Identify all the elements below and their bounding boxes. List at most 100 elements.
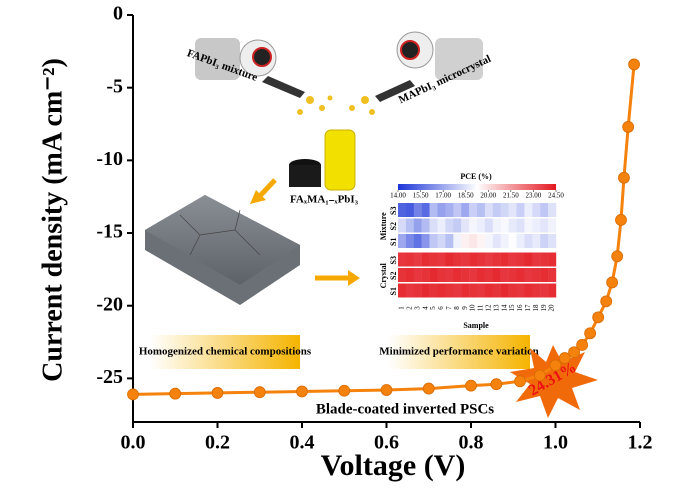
illustration	[145, 31, 530, 369]
heatmap-cell	[484, 283, 493, 298]
heatmap-cell	[437, 283, 446, 298]
heatmap-cell	[453, 218, 462, 233]
heatmap-cell	[524, 268, 533, 282]
heatmap-cell	[532, 218, 541, 233]
heatmap-cell	[398, 218, 407, 233]
marker	[611, 250, 624, 263]
heatmap-cell	[524, 203, 533, 217]
heatmap-cell	[429, 218, 438, 233]
astronaut-visor	[400, 40, 420, 60]
vial	[324, 129, 356, 191]
heatmap-cell	[532, 203, 541, 217]
heatmap-cell	[421, 234, 430, 248]
heatmap-cell	[429, 268, 438, 282]
heatmap-cell	[516, 203, 525, 217]
heatmap-cell	[500, 283, 509, 298]
marker	[615, 214, 627, 226]
marker	[576, 339, 589, 351]
heatmap-cell	[405, 268, 414, 282]
heatmap-cell	[500, 203, 509, 217]
heatmap-cell	[532, 283, 541, 298]
heatmap-cell	[516, 268, 525, 282]
heatmap-cell	[532, 234, 541, 248]
colorbar-tick-label: 21.50	[503, 192, 519, 200]
heatmap-cell	[477, 234, 486, 248]
spray-gun	[375, 80, 415, 102]
marker	[568, 346, 580, 359]
plot: 0.0 0.2 0.4 0.6 0.8 1.0 1.2 0 -5 -10 -15 -20 -25	[96, 3, 652, 454]
heatmap-cell	[548, 283, 557, 298]
marker	[338, 384, 351, 397]
x-tick-label: 1	[398, 306, 406, 310]
y-tick-label: -20	[96, 293, 123, 315]
heatmap-cell	[469, 268, 478, 282]
marker	[622, 121, 635, 133]
heatmap-cell	[492, 252, 501, 267]
x-tick-label: 0.6	[374, 432, 399, 454]
heatmap-cell	[540, 218, 549, 233]
grain	[179, 209, 261, 256]
heatmap-cell	[500, 268, 509, 282]
colorbar-tick-label: 18.50	[458, 192, 474, 200]
x-tick-label: 0.4	[290, 432, 315, 454]
heatmap-cell	[484, 268, 493, 282]
heatmap-cell	[492, 283, 501, 298]
heatmap-cell	[437, 203, 446, 217]
colorbar-tick-label: 20.00	[480, 192, 496, 200]
heatmap-cell	[524, 283, 533, 298]
heatmap-cell	[461, 234, 470, 248]
heatmap-cell	[492, 234, 501, 248]
heatmap-cell	[500, 252, 509, 267]
y-tick-label: -25	[96, 366, 123, 388]
heatmap-cell	[548, 252, 557, 267]
heatmap-cell	[516, 252, 525, 267]
heatmap-cell	[469, 252, 478, 267]
heatmap-cell	[398, 268, 407, 282]
x-tick-label: 2	[405, 306, 413, 310]
heatmap-cell	[461, 203, 470, 217]
heatmap-cell	[445, 234, 454, 248]
heatmap-cell	[469, 283, 478, 298]
marker	[127, 388, 139, 401]
marker	[618, 171, 630, 184]
heatmap-title: PCE (%)	[460, 172, 492, 181]
y-tick-label: -5	[106, 75, 123, 97]
heatmap-cell	[508, 234, 517, 248]
heatmap-cell	[548, 268, 557, 282]
marker	[296, 385, 308, 398]
beaker	[289, 165, 321, 187]
heatmap-cell	[453, 283, 462, 298]
heatmap-cell	[469, 234, 478, 248]
x-tick-label: 20	[548, 304, 556, 312]
heatmap-cell	[540, 203, 549, 217]
film-top	[145, 195, 300, 285]
heatmap-cell	[508, 203, 517, 217]
annotation: Homogenized chemical compositions	[139, 346, 312, 358]
marker	[600, 295, 613, 308]
x-tick-label: 14	[500, 304, 508, 312]
heatmap-cell	[453, 252, 462, 267]
astronaut-pack	[435, 38, 483, 80]
heatmap-cell	[500, 234, 509, 248]
x-tick-label: 4	[421, 306, 429, 310]
marker	[465, 379, 477, 392]
heatmap-cell	[445, 218, 454, 233]
x-tick-label: 8	[453, 306, 461, 310]
heatmap-cell	[461, 218, 470, 233]
row-label: S1	[389, 238, 398, 246]
heatmap-cell	[453, 268, 462, 282]
y-axis-label: Current density (mA cm⁻²)	[37, 58, 68, 382]
x-tick-label: 15	[508, 304, 516, 312]
heatmap-cell	[477, 252, 486, 267]
colorbar-tick-label: 23.00	[526, 192, 542, 200]
heatmap-cell	[540, 234, 549, 248]
x-tick-label: 3	[413, 306, 421, 310]
x-tick-label: 1.0	[543, 432, 568, 454]
heatmap-cell	[516, 218, 525, 233]
x-tick-label: 13	[492, 304, 500, 312]
heatmap-cell	[508, 268, 517, 282]
group-label: Mixture	[379, 212, 388, 240]
marker	[169, 387, 182, 400]
heatmap-cell	[421, 283, 430, 298]
heatmap-cell	[492, 268, 501, 282]
